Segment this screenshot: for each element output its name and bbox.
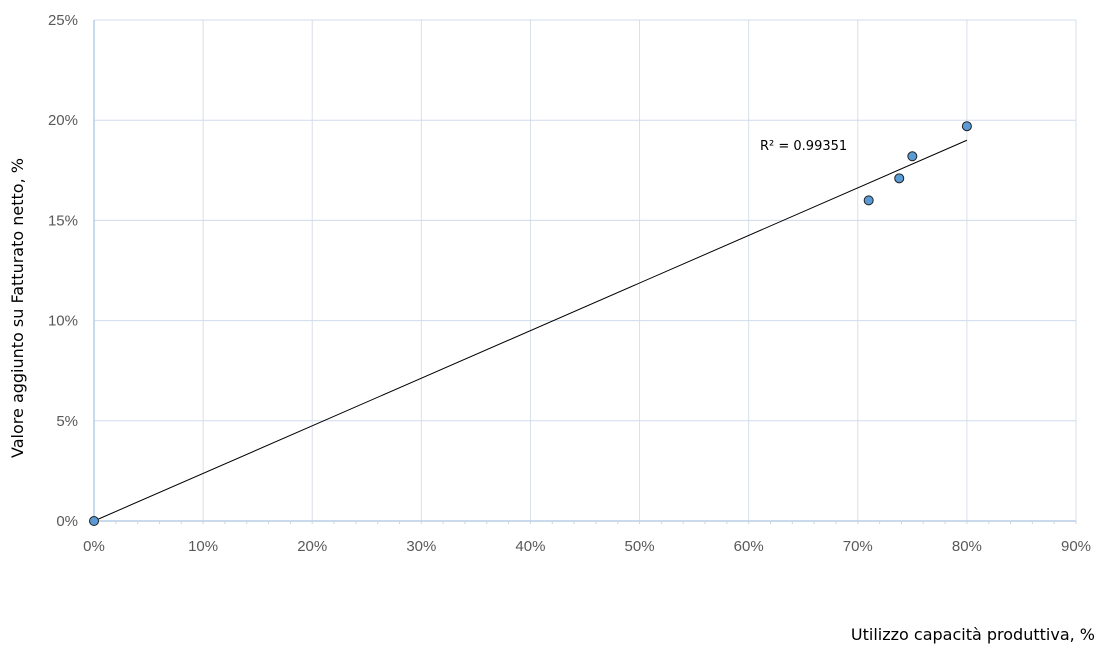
y-tick-label: 10% [48,313,78,330]
x-tick-label: 70% [843,538,873,555]
x-tick-label: 40% [515,538,545,555]
y-tick-label: 0% [56,513,78,530]
axes [93,20,1077,524]
x-tick-label: 30% [406,538,436,555]
r-squared-label: R² = 0.99351 [760,139,847,154]
y-tick-label: 20% [48,112,78,129]
x-axis-tick-labels: 0% 10% 20% 30% 40% 50% 60% 70% 80% 90% [83,538,1091,555]
x-tick-label: 0% [83,538,105,555]
y-tick-label: 25% [48,12,78,29]
y-tick-label: 15% [48,212,78,229]
data-point [89,516,99,526]
data-points [89,121,972,526]
trendline [93,139,968,522]
data-point [894,173,905,184]
x-tick-label: 50% [625,538,655,555]
y-axis-tick-labels: 0% 5% 10% 15% 20% 25% [48,12,78,530]
data-point [961,121,972,132]
data-point [863,195,874,206]
y-axis-title: Valore aggiunto su Fatturato netto, % [8,158,27,458]
x-tick-label: 10% [188,538,218,555]
data-point [907,151,918,162]
x-tick-label: 60% [734,538,764,555]
y-tick-label: 5% [56,413,78,430]
gridlines [94,19,1077,521]
x-axis-title: Utilizzo capacità produttiva, % [851,625,1095,644]
x-tick-label: 90% [1061,538,1091,555]
x-tick-label: 20% [297,538,327,555]
trendline-group [93,139,968,522]
x-tick-label: 80% [952,538,982,555]
